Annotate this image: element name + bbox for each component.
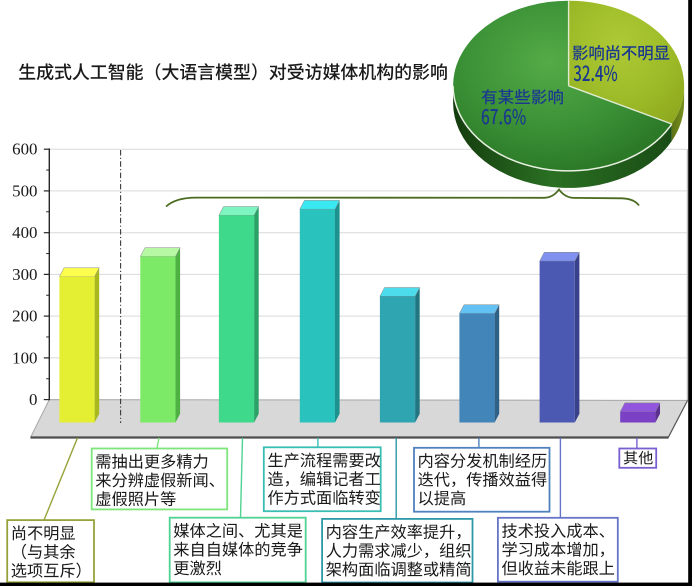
svg-text:600: 600 <box>12 140 37 159</box>
svg-text:300: 300 <box>12 265 37 284</box>
svg-text:0: 0 <box>29 390 37 409</box>
svg-text:200: 200 <box>12 307 37 326</box>
svg-text:500: 500 <box>12 181 37 200</box>
svg-text:100: 100 <box>12 348 37 367</box>
svg-text:400: 400 <box>12 223 37 242</box>
